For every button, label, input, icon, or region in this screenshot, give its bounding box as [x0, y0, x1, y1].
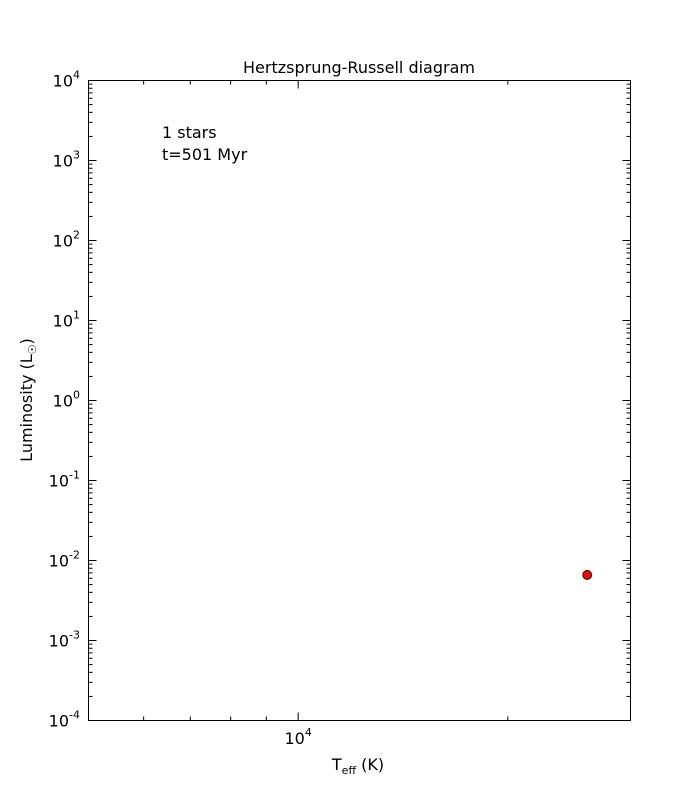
- chart-title: Hertzsprung-Russell diagram: [243, 58, 475, 77]
- y-tick-label: 104: [53, 69, 80, 91]
- y-tick-label: 101: [53, 309, 80, 331]
- star-point: [582, 570, 593, 580]
- y-tick-label: 100: [53, 389, 80, 411]
- plot-frame: [88, 80, 631, 721]
- y-tick-labels: 104 103 102 101 100 10-1 10-2 10-3 10-4: [49, 69, 80, 731]
- tick-marks: [88, 80, 631, 721]
- y-tick-label: 10-1: [49, 469, 80, 491]
- y-tick-label: 10-4: [49, 709, 80, 731]
- y-tick-label: 102: [53, 229, 80, 251]
- y-tick-label: 10-3: [49, 629, 80, 651]
- x-tick-labels: 104: [284, 726, 311, 748]
- annotation-star-count: 1 stars: [162, 123, 217, 142]
- data-points: [582, 570, 593, 580]
- y-tick-label: 10-2: [49, 549, 80, 571]
- y-tick-label: 103: [53, 149, 80, 171]
- x-tick-label: 104: [284, 726, 311, 748]
- x-axis-label: Teff (K): [331, 755, 384, 777]
- annotation-time: t=501 Myr: [162, 145, 248, 164]
- y-axis-label: Luminosity (L☉): [17, 338, 39, 462]
